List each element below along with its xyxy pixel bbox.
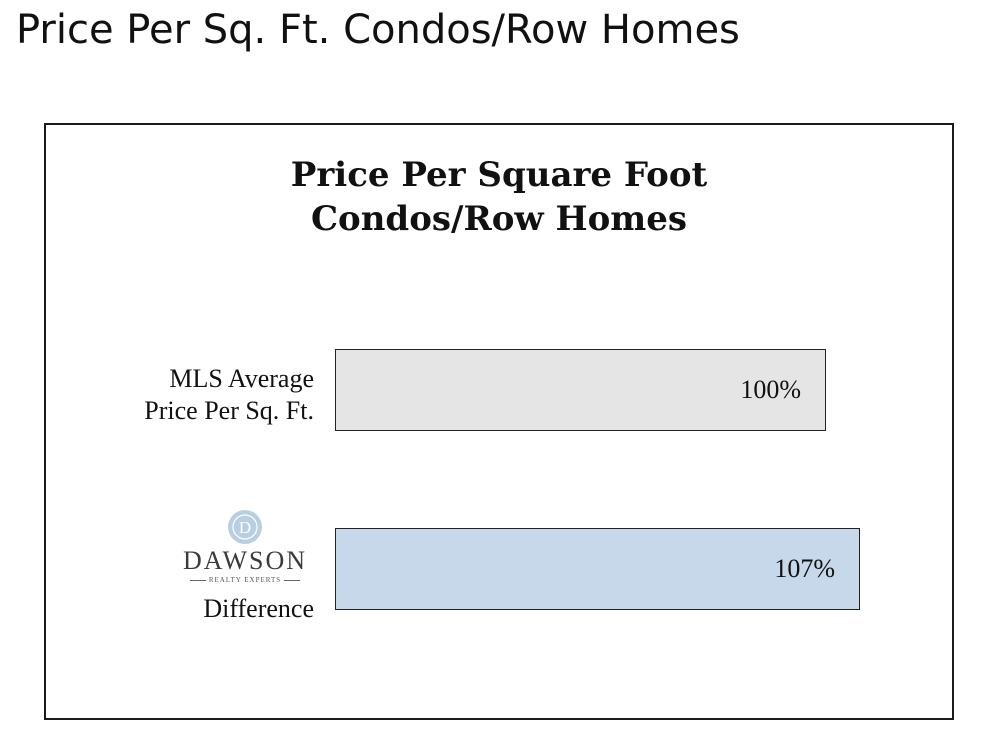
bar-dawson-difference: 107% bbox=[335, 528, 860, 610]
chart-title-line-1: Price Per Square Foot bbox=[290, 155, 708, 195]
bar-value-label-dawson: 107% bbox=[774, 554, 835, 583]
bar-value-label-mls: 100% bbox=[740, 375, 801, 404]
dawson-logo: D DAWSON REALTY EXPERTS bbox=[174, 509, 316, 585]
chart-title-line-2: Condos/Row Homes bbox=[310, 199, 688, 239]
category-label-mls: MLS Average Price Per Sq. Ft. bbox=[144, 363, 314, 427]
chart-frame: Price Per Square Foot Condos/Row Homes M… bbox=[44, 123, 954, 720]
logo-tagline: REALTY EXPERTS bbox=[174, 575, 316, 585]
slide-title: Price Per Sq. Ft. Condos/Row Homes bbox=[16, 7, 740, 53]
bar-mls-average: 100% bbox=[335, 349, 826, 431]
dawson-monogram-icon: D bbox=[228, 510, 262, 544]
logo-wordmark: DAWSON bbox=[182, 546, 308, 575]
category-label-difference: Difference bbox=[203, 594, 314, 623]
logo-monogram-letter: D bbox=[239, 518, 251, 537]
category-label-mls-line-1: MLS Average bbox=[169, 364, 314, 393]
logo-tagline-text: REALTY EXPERTS bbox=[208, 576, 282, 584]
category-label-mls-line-2: Price Per Sq. Ft. bbox=[144, 396, 314, 425]
